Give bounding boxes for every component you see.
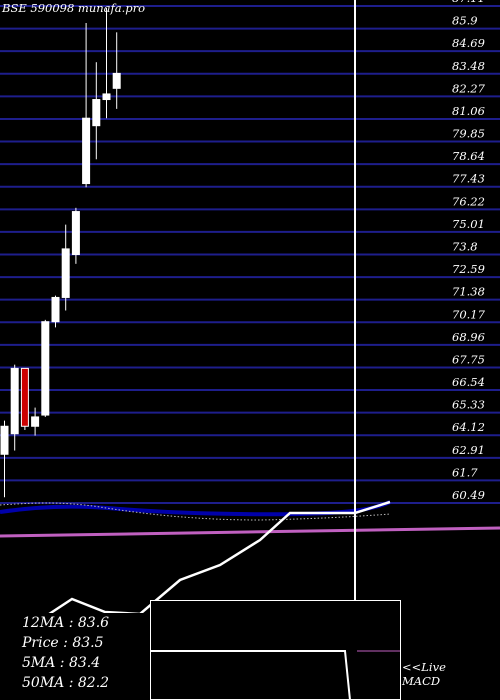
candle [20, 367, 29, 430]
y-tick-label: 76.22 [452, 194, 485, 208]
candle [51, 295, 60, 328]
candle-body [51, 296, 60, 323]
y-tick-label: 66.54 [452, 375, 485, 389]
candle [71, 207, 80, 264]
candle-body [71, 211, 80, 256]
candle-body [82, 117, 91, 185]
live-label: <<Live [402, 660, 446, 674]
chart-title: BSE 590098 munafa.pro [2, 1, 146, 15]
y-tick-label: 72.59 [452, 262, 485, 276]
macd-signal [150, 650, 351, 700]
y-tick-label: 68.96 [452, 330, 485, 344]
moving-averages [0, 500, 500, 538]
ma12-readout: 12MA : 83.6 [22, 615, 110, 631]
candle [41, 319, 50, 417]
candle-body [20, 367, 29, 427]
candle-body [112, 72, 121, 89]
ma-long-line [0, 526, 500, 538]
price-readout: Price : 83.5 [22, 635, 104, 651]
info-box [0, 613, 150, 700]
info-panel: 12MA : 83.6 Price : 83.5 5MA : 83.4 50MA… [22, 613, 109, 693]
y-tick-label: 67.75 [452, 352, 485, 366]
candle [61, 224, 70, 311]
candle-body [92, 99, 101, 127]
ma5-readout: 5MA : 83.4 [22, 655, 101, 671]
candle [0, 420, 9, 498]
y-tick-label: 82.27 [452, 81, 486, 95]
candle [102, 8, 111, 119]
y-axis-ticks: 87.11 85.9 84.69 83.48 82.27 81.06 79.85 78.64 7… [452, 0, 486, 502]
ma-dotted-line [0, 502, 391, 521]
candle-body [41, 321, 50, 416]
macd-label: MACD [402, 674, 441, 688]
y-tick-label: 71.38 [452, 285, 485, 299]
y-tick-label: 75.01 [452, 217, 485, 231]
candle-body [102, 93, 111, 101]
y-tick-label: 87.11 [452, 0, 485, 5]
y-tick-label: 62.91 [452, 443, 485, 457]
y-tick-label: 81.06 [452, 104, 485, 118]
y-tick-label: 83.48 [452, 59, 485, 73]
y-tick-label: 85.9 [452, 14, 478, 28]
candle [92, 62, 101, 160]
y-tick-label: 65.33 [452, 398, 485, 412]
candle-body [0, 425, 9, 455]
candle-body [31, 416, 40, 427]
y-tick-label: 60.49 [452, 488, 485, 502]
candle [82, 22, 91, 188]
ma50-readout: 50MA : 82.2 [22, 675, 110, 691]
y-tick-label: 79.85 [452, 127, 485, 141]
y-tick-label: 64.12 [452, 420, 485, 434]
y-tick-label: 77.43 [452, 172, 485, 186]
candle [10, 364, 19, 451]
candle-body [61, 248, 70, 298]
candle-body [10, 367, 19, 435]
y-tick-label: 73.8 [452, 240, 478, 254]
y-tick-label: 78.64 [452, 149, 485, 163]
macd-live-label: <<Live MACD [402, 660, 446, 688]
y-tick-label: 61.7 [452, 465, 478, 479]
candlesticks [0, 8, 121, 498]
macd-line [0, 500, 391, 622]
y-tick-label: 84.69 [452, 36, 485, 50]
y-tick-label: 70.17 [452, 307, 486, 321]
candle [112, 32, 121, 109]
candle [31, 407, 40, 436]
